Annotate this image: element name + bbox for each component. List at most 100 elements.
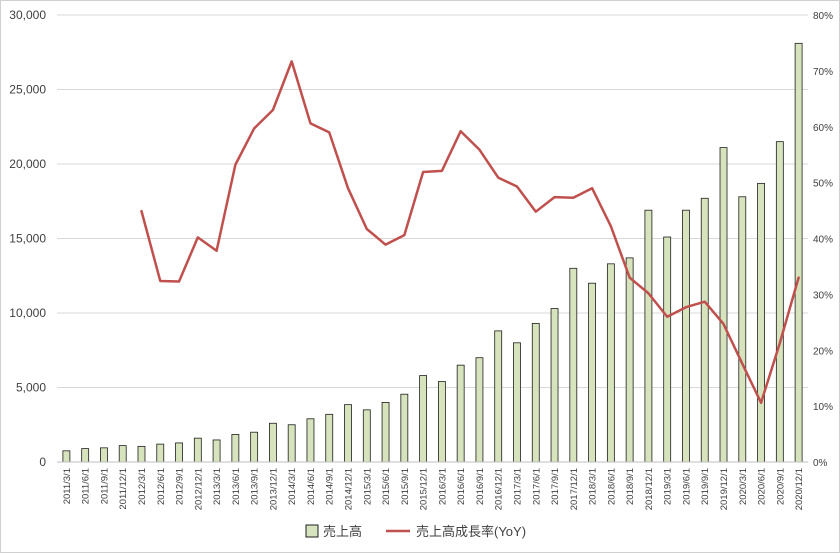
x-tick-label: 2016/6/1 bbox=[456, 468, 467, 505]
revenue-bar bbox=[175, 442, 183, 463]
x-tick-label: 2013/9/1 bbox=[250, 468, 261, 505]
y-left-tick-label: 10,000 bbox=[9, 306, 46, 320]
revenue-bar bbox=[475, 357, 484, 463]
legend-swatch-revenue bbox=[305, 524, 319, 538]
revenue-bar bbox=[644, 209, 653, 463]
revenue-bar bbox=[531, 323, 540, 463]
x-tick-label: 2017/3/1 bbox=[512, 468, 523, 505]
revenue-bar bbox=[550, 308, 559, 463]
x-tick-label: 2012/9/1 bbox=[175, 468, 186, 505]
x-tick-label: 2011/6/1 bbox=[81, 468, 92, 504]
y-right-tick-label: 70% bbox=[813, 67, 833, 78]
revenue-bar bbox=[362, 409, 371, 463]
x-tick-label: 2019/6/1 bbox=[681, 468, 692, 505]
revenue-bar bbox=[156, 443, 165, 463]
x-tick-label: 2019/9/1 bbox=[700, 468, 711, 505]
x-tick-label: 2020/6/1 bbox=[757, 468, 768, 505]
revenue-bar bbox=[775, 141, 784, 463]
y-axis-left: 0 5,000 10,000 15,000 20,000 25,000 30,000 bbox=[9, 8, 46, 469]
x-tick-label: 2014/12/1 bbox=[344, 468, 355, 510]
x-tick-label: 2017/12/1 bbox=[569, 468, 580, 510]
x-tick-label: 2014/6/1 bbox=[306, 468, 317, 505]
x-tick-label: 2011/9/1 bbox=[99, 468, 110, 504]
revenue-bar bbox=[269, 422, 277, 463]
revenue-bar bbox=[306, 418, 315, 463]
x-tick-label: 2015/9/1 bbox=[400, 468, 411, 505]
revenue-bar bbox=[400, 393, 409, 463]
x-tick-label: 2018/9/1 bbox=[625, 468, 636, 505]
revenue-bar bbox=[606, 263, 615, 463]
growth-line-path bbox=[140, 60, 800, 405]
revenue-bar bbox=[325, 413, 334, 463]
x-tick-label: 2020/3/1 bbox=[738, 468, 749, 505]
revenue-bar bbox=[700, 197, 709, 463]
revenue-bar bbox=[419, 375, 428, 463]
y-right-tick-label: 30% bbox=[813, 290, 833, 301]
y-left-tick-label: 15,000 bbox=[9, 232, 46, 246]
revenue-bar bbox=[738, 196, 747, 463]
revenue-bar bbox=[212, 439, 221, 463]
legend-label-growth: 売上高成長率(YoY) bbox=[416, 524, 526, 539]
x-tick-label: 2019/12/1 bbox=[719, 468, 730, 510]
legend-label-revenue: 売上高 bbox=[323, 524, 362, 539]
revenue-bar bbox=[437, 381, 446, 463]
x-tick-label: 2015/6/1 bbox=[381, 468, 392, 505]
y-left-tick-label: 5,000 bbox=[16, 381, 46, 395]
revenue-bar bbox=[588, 282, 596, 463]
revenue-bar bbox=[62, 450, 71, 463]
x-tick-label: 2013/12/1 bbox=[268, 468, 279, 510]
x-axis: 2011/3/1 2011/6/1 2011/9/1 2011/12/1 2012/3/… bbox=[57, 461, 808, 510]
revenue-bars bbox=[62, 42, 803, 463]
x-tick-label: 2018/12/1 bbox=[644, 468, 655, 510]
y-left-tick-label: 25,000 bbox=[9, 83, 46, 97]
x-tick-label: 2015/3/1 bbox=[362, 468, 373, 505]
y-right-tick-label: 50% bbox=[813, 179, 833, 190]
revenue-bar bbox=[513, 342, 521, 463]
revenue-bar bbox=[118, 445, 127, 463]
x-tick-label: 2018/6/1 bbox=[606, 468, 617, 505]
revenue-bar bbox=[757, 182, 765, 463]
revenue-bar bbox=[100, 447, 108, 463]
x-tick-label: 2012/3/1 bbox=[137, 468, 148, 505]
revenue-bar bbox=[287, 424, 296, 463]
gridlines bbox=[57, 14, 808, 388]
y-right-tick-label: 10% bbox=[813, 402, 833, 413]
legend: 売上高 売上高成長率(YoY) bbox=[305, 524, 526, 539]
revenue-bar bbox=[682, 209, 690, 463]
revenue-bar bbox=[381, 401, 390, 463]
x-tick-label: 2016/9/1 bbox=[475, 468, 486, 505]
revenue-bar bbox=[137, 445, 146, 463]
revenue-bar bbox=[494, 330, 503, 463]
revenue-bar bbox=[719, 147, 728, 463]
x-tick-label: 2011/12/1 bbox=[118, 468, 129, 510]
revenue-bar bbox=[663, 236, 672, 463]
x-tick-label: 2018/3/1 bbox=[588, 468, 599, 505]
x-tick-label: 2012/12/1 bbox=[193, 468, 204, 510]
y-left-tick-label: 30,000 bbox=[9, 8, 46, 22]
x-tick-label: 2020/9/1 bbox=[775, 468, 786, 505]
y-right-tick-label: 0% bbox=[813, 458, 828, 469]
x-tick-label: 2014/3/1 bbox=[287, 468, 298, 505]
y-right-tick-label: 40% bbox=[813, 235, 833, 246]
x-tick-label: 2013/3/1 bbox=[212, 468, 223, 505]
revenue-bar bbox=[193, 437, 202, 463]
x-tick-label: 2017/6/1 bbox=[531, 468, 542, 505]
x-tick-label: 2014/9/1 bbox=[325, 468, 336, 505]
x-tick-label: 2016/12/1 bbox=[494, 468, 505, 510]
y-left-tick-label: 0 bbox=[39, 455, 46, 469]
y-axis-right: 0% 10% 20% 30% 40% 50% 60% 70% 80% bbox=[813, 11, 833, 469]
revenue-bar bbox=[794, 42, 803, 463]
revenue-bar bbox=[625, 257, 634, 463]
x-tick-label: 2012/6/1 bbox=[156, 468, 167, 505]
growth-line bbox=[140, 60, 800, 405]
revenue-bar bbox=[231, 434, 240, 463]
revenue-bar bbox=[344, 404, 352, 463]
x-tick-label: 2011/3/1 bbox=[62, 468, 73, 504]
revenue-bar bbox=[81, 448, 90, 463]
x-tick-label: 2015/12/1 bbox=[419, 468, 430, 510]
y-right-tick-label: 80% bbox=[813, 11, 833, 22]
revenue-bar bbox=[569, 267, 578, 463]
x-tick-label: 2020/12/1 bbox=[794, 468, 805, 510]
y-left-tick-label: 20,000 bbox=[9, 157, 46, 171]
